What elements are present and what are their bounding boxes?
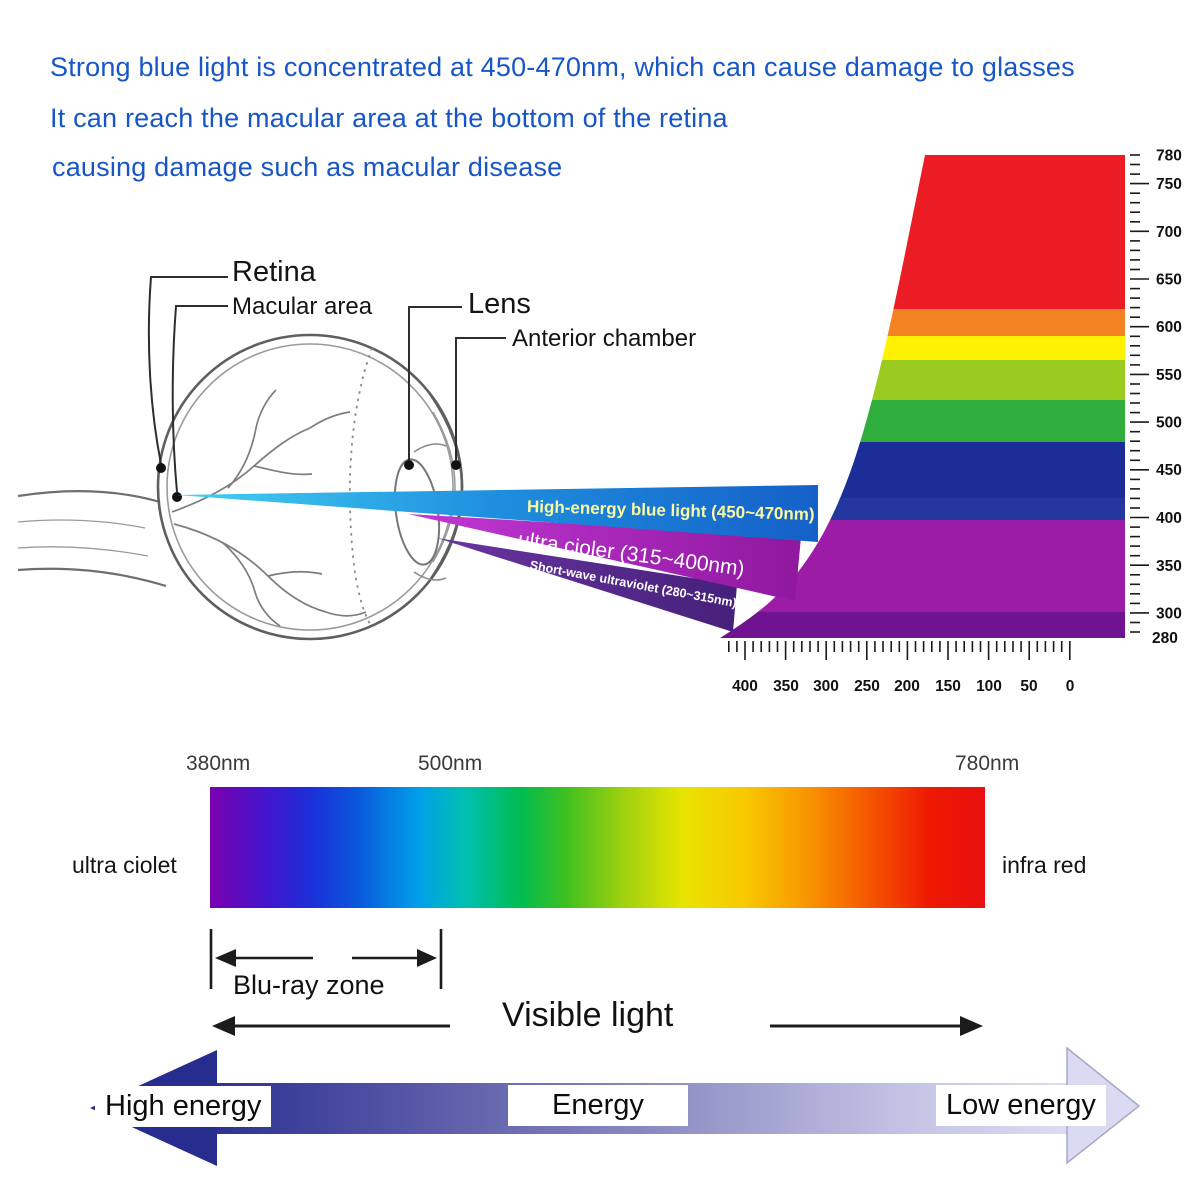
band-red [720, 155, 1125, 309]
y-tick-label: 780 [1156, 148, 1182, 165]
x-tick-label: 250 [854, 678, 880, 695]
x-tick-label: 300 [813, 678, 839, 695]
uvb-beam [437, 538, 737, 632]
header-line-3: causing damage such as macular disease [52, 152, 563, 182]
anterior-pointer [455, 337, 506, 460]
x-tick-label: 150 [935, 678, 961, 695]
high-energy-label: High energy [95, 1086, 272, 1127]
visible-spectrum-bar [210, 787, 985, 908]
header-line-2: It can reach the macular area at the bot… [50, 103, 728, 133]
y-tick-label: 500 [1156, 415, 1182, 432]
optic-nerve [17, 490, 167, 588]
band-yellowgreen [720, 360, 1125, 400]
uva-beam [408, 514, 801, 601]
y-tick-label: 650 [1156, 272, 1182, 289]
header-line-1: Strong blue light is concentrated at 450… [50, 52, 1075, 82]
visible-light-label: Visible light [502, 996, 674, 1034]
infrared-side-label: infra red [1002, 852, 1087, 878]
bluray-zone-label: Blu-ray zone [233, 970, 385, 1000]
anterior-chamber-label: Anterior chamber [512, 325, 697, 352]
retina-label: Retina [232, 256, 316, 288]
y-tick-label: 400 [1156, 510, 1182, 527]
wavelength-ruler-y [1130, 154, 1149, 633]
ultraviolet-side-label: ultra ciolet [72, 852, 177, 878]
macular-pointer [171, 305, 228, 493]
x-tick-label: 50 [1020, 678, 1037, 695]
band-orange [720, 309, 1125, 336]
y-tick-label: 550 [1156, 367, 1182, 384]
y-tick-label: 450 [1156, 462, 1182, 479]
macular-dot [172, 492, 182, 502]
y-tick-label: 280 [1152, 630, 1178, 647]
energy-label: Energy [508, 1085, 688, 1126]
cornea [429, 393, 464, 581]
retinal-vessels [171, 389, 367, 627]
y-tick-label: 300 [1156, 606, 1182, 623]
x-tick-label: 400 [732, 678, 758, 695]
x-tick-label: 100 [976, 678, 1002, 695]
retina-dot [156, 463, 166, 473]
macular-area-label: Macular area [232, 293, 373, 320]
blue-light-beam [177, 485, 818, 542]
y-tick-label: 750 [1156, 176, 1182, 193]
pointer-dots [156, 460, 461, 502]
lens-dot [404, 460, 414, 470]
y-tick-label: 350 [1156, 558, 1182, 575]
iris-upper [413, 443, 447, 453]
spectrum-380nm-label: 380nm [186, 752, 251, 775]
x-tick-label: 350 [773, 678, 799, 695]
y-tick-label: 600 [1156, 319, 1182, 336]
vitreous-boundary [348, 347, 373, 627]
spectrum-780nm-label: 780nm [955, 752, 1020, 775]
retina-pointer [147, 276, 228, 465]
retina-outline [166, 343, 454, 631]
cornea-inner [432, 411, 456, 563]
y-tick-labels: 780 750 700 650 600 550 500 450 400 350 … [1152, 148, 1182, 648]
anterior-dot [451, 460, 461, 470]
x-tick-labels: 400 350 300 250 200 150 100 50 0 [732, 678, 1074, 695]
x-tick-label: 200 [894, 678, 920, 695]
band-violet [720, 612, 1125, 638]
iris-lower [413, 571, 447, 581]
y-tick-label: 700 [1156, 224, 1182, 241]
band-green [720, 400, 1125, 442]
band-yellow [720, 336, 1125, 360]
lens-label: Lens [468, 288, 531, 320]
label-pointer-lines [147, 276, 506, 493]
visible-light-arrows [212, 1016, 983, 1036]
wavelength-ruler-x [727, 641, 1071, 660]
low-energy-label: Low energy [936, 1085, 1106, 1126]
eye-diagram [17, 333, 464, 641]
lens-pointer [408, 306, 462, 460]
x-tick-label: 0 [1066, 678, 1075, 695]
bluray-zone-arrows [209, 929, 443, 989]
spectrum-500nm-label: 500nm [418, 752, 483, 775]
